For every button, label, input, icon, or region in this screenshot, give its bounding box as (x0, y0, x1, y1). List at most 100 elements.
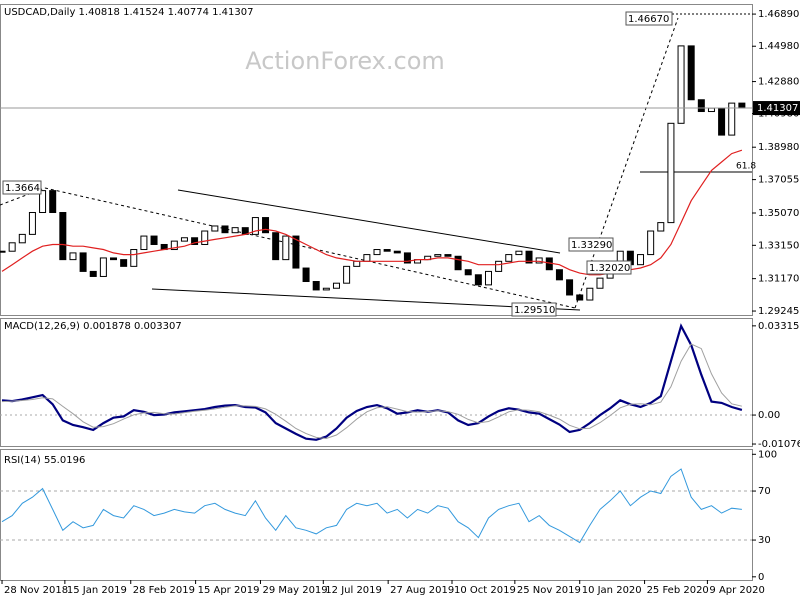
candle (191, 237, 199, 245)
y-tick-label: 1.31170 (758, 274, 799, 285)
candle (99, 257, 107, 277)
x-tick-label: 25 Feb 2020 (647, 585, 709, 596)
series-line (1, 468, 742, 544)
series-line (1, 323, 743, 441)
x-tick-label: 10 Jan 2020 (582, 585, 642, 596)
y-tick-label: 1.42880 (758, 77, 799, 88)
candle (322, 287, 330, 291)
candle (282, 235, 290, 261)
y-tick-label: 1.44980 (758, 41, 799, 52)
candle (596, 277, 604, 289)
candle (272, 232, 280, 261)
candle (555, 269, 563, 281)
candle (657, 222, 665, 232)
candle (180, 237, 188, 242)
y-tick-label: 0 (758, 572, 764, 583)
annotation: 1.33290 (571, 240, 612, 251)
candle (353, 260, 361, 267)
y-tick-label: 1.33150 (758, 240, 799, 251)
annotation-box (625, 11, 673, 26)
y-tick-label: 0.033155 (758, 321, 800, 332)
candle (454, 255, 462, 271)
candle (383, 249, 391, 252)
candle (586, 287, 594, 301)
x-tick-label: 28 Feb 2019 (133, 585, 195, 596)
candle (69, 252, 77, 261)
candle (403, 252, 411, 264)
candle (302, 267, 310, 283)
candle (515, 250, 523, 256)
candle (79, 252, 87, 272)
candle (130, 249, 138, 267)
candle (231, 227, 239, 234)
last-price-label: 1.41307 (757, 103, 798, 114)
candle (150, 235, 158, 245)
y-tick-label: 70 (758, 486, 771, 497)
candle (373, 249, 381, 256)
candle (120, 259, 128, 267)
x-tick-label: 12 Jul 2019 (325, 585, 382, 596)
annotation-box (511, 302, 557, 317)
x-tick-label: 29 May 2019 (262, 585, 327, 596)
candle (707, 107, 715, 113)
watermark: ActionForex.com (245, 47, 445, 75)
x-tick-label: 9 Apr 2020 (709, 585, 764, 596)
x-tick-label: 27 Aug 2019 (390, 585, 454, 596)
price-panel (0, 4, 753, 316)
candle (251, 217, 259, 235)
candle (566, 279, 574, 296)
candle (464, 269, 472, 276)
candle (505, 254, 513, 262)
y-tick-label: 1.46890 (758, 9, 799, 20)
trend-line (0, 187, 46, 206)
macd-panel (0, 318, 753, 447)
candle (140, 235, 148, 251)
annotation-box (586, 260, 632, 275)
x-tick-label: 15 Jan 2019 (67, 585, 127, 596)
y-tick-label: 1.37055 (758, 175, 799, 186)
candle (718, 107, 726, 136)
candle (728, 102, 736, 136)
candle (170, 240, 178, 251)
candle (262, 217, 270, 234)
y-tick-label: 30 (758, 535, 771, 546)
y-tick-label: -0.010769 (758, 439, 800, 450)
candle (525, 250, 533, 264)
y-tick-label: 100 (758, 449, 777, 460)
macd-title: MACD(12,26,9) 0.001878 0.003307 (4, 321, 182, 332)
candle (363, 254, 371, 262)
candle (312, 281, 320, 291)
candle (89, 270, 97, 277)
candle (8, 242, 16, 252)
rsi-title: RSI(14) 55.0196 (4, 455, 85, 466)
candle (647, 230, 655, 256)
annotation: 1.29510 (514, 305, 555, 316)
y-tick-label: 0.00 (758, 410, 780, 421)
annotation: 1.32020 (589, 263, 630, 274)
trend-line (44, 187, 576, 309)
candle (292, 235, 300, 269)
candle (484, 270, 492, 286)
candle (393, 250, 401, 254)
x-tick-label: 15 Apr 2019 (198, 585, 260, 596)
candle (576, 294, 584, 301)
annotation-box (568, 237, 614, 252)
candle (201, 230, 209, 245)
series-line (1, 343, 743, 440)
candle (637, 254, 645, 266)
annotation: 1.46670 (628, 14, 669, 25)
candle (0, 250, 6, 253)
candle (474, 274, 482, 286)
trend-line (151, 288, 581, 311)
candle (535, 257, 543, 264)
candle (667, 122, 675, 224)
x-tick-label: 25 Nov 2019 (517, 585, 581, 596)
candle (444, 254, 452, 257)
candle (697, 99, 705, 113)
trend-line (177, 189, 561, 254)
candle (738, 102, 746, 109)
candle (28, 212, 36, 235)
candle (332, 282, 340, 289)
